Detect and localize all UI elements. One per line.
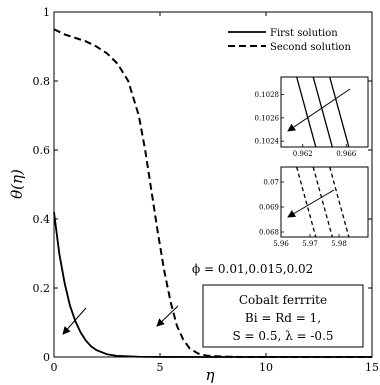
inset-y-tick-label: 0.1026 [255,114,280,122]
phi-arrow-second [156,305,179,327]
axis-ticks: 0 5 10 15 0 0.2 0.4 0.6 0.8 1 [33,6,380,374]
y-tick-label: 0.2 [33,282,51,295]
legend: First solution Second solution [228,28,351,53]
phi-annotation: ϕ = 0.01,0.015,0.02 [192,262,313,276]
inset-x-tick-label: 5.97 [302,240,318,248]
info-box: Cobalt ferrrite Bi = Rd = 1, S = 0.5, λ … [202,284,364,348]
inset-y-tick-label: 0.069 [259,204,279,212]
inset-2-curve [296,166,317,238]
inset-second-solution: 5.96 5.97 5.98 0.068 0.069 0.07 [259,166,369,249]
inset-1-curve [329,76,350,148]
inset-first-solution: 0.962 0.966 0.1024 0.1026 0.1028 [255,76,369,158]
inset-1-curve [296,76,317,148]
y-tick-label: 0 [43,351,50,364]
inset-y-tick-label: 0.1028 [255,91,280,99]
x-tick-label: 15 [365,361,379,374]
phi-arrow-first [62,307,87,335]
y-tick-label: 0.4 [33,213,51,226]
legend-label-first: First solution [270,28,338,39]
x-tick-label: 5 [157,361,164,374]
inset-x-tick-label: 5.98 [331,240,347,248]
x-axis-label: η [206,366,215,384]
inset-1-lines [296,76,350,148]
y-tick-label: 1 [43,6,50,19]
inset-1-curve [312,76,333,148]
inset-2-arrow [287,189,335,218]
inset-y-tick-label: 0.07 [263,179,279,187]
info-box-line-1: Cobalt ferrrite [239,293,327,307]
info-box-line-2: Bi = Rd = 1, [245,311,321,325]
inset-x-tick-label: 0.966 [336,150,357,158]
y-tick-label: 0.8 [33,75,51,88]
legend-label-second: Second solution [270,42,351,53]
info-box-line-3: S = 0.5, λ = -0.5 [232,329,333,343]
inset-x-tick-label: 0.962 [293,150,313,158]
inset-2-ticks: 5.96 5.97 5.98 0.068 0.069 0.07 [259,179,347,249]
y-axis-label: θ(η) [8,169,26,199]
inset-2-curve [329,166,350,238]
x-tick-label: 0 [51,361,58,374]
inset-y-tick-label: 0.068 [259,229,279,237]
x-tick-label: 10 [259,361,273,374]
inset-2-lines [296,166,350,238]
inset-2-curve [312,166,333,238]
series-first-solution-phi-2 [53,214,372,358]
info-box-frame [202,284,364,348]
y-tick-label: 0.6 [33,144,51,157]
inset-1-ticks: 0.962 0.966 0.1024 0.1026 0.1028 [255,91,357,158]
inset-1-arrow [287,88,351,132]
series-second-solution [53,28,372,358]
inset-y-tick-label: 0.1024 [255,138,280,146]
inset-2-frame [280,166,369,238]
inset-x-tick-label: 5.96 [273,240,289,248]
inset-1-frame [280,76,369,148]
